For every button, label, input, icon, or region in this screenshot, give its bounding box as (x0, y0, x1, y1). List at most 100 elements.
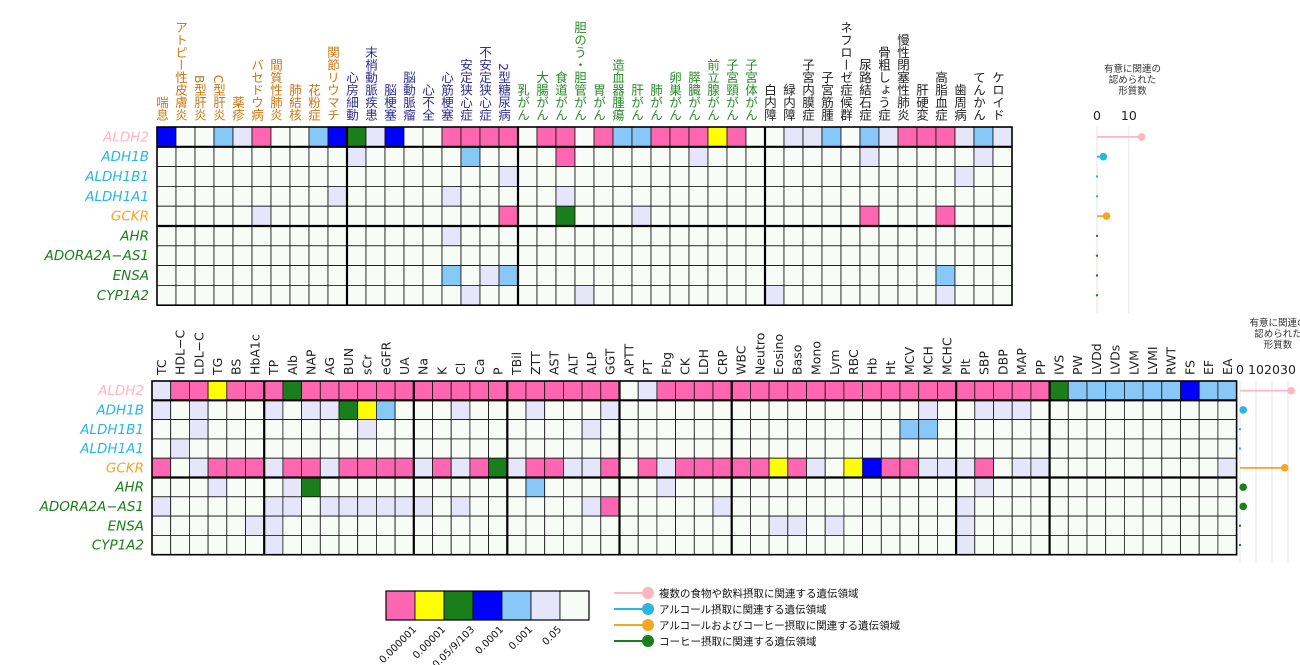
heatmap-cell (918, 535, 938, 556)
heatmap-cell (251, 146, 272, 168)
heatmap-cell (787, 535, 807, 556)
legend-group-label: アルコールおよびコーヒー摂取に関連する遺伝領域 (659, 619, 901, 632)
side-axis-title: 認められた (1254, 328, 1300, 340)
heatmap-cell (1198, 399, 1219, 420)
heatmap-cell (213, 225, 234, 247)
heatmap-cell (170, 399, 190, 420)
legend-group-label: アルコール摂取に関連する遺伝領域 (659, 603, 827, 616)
gene-label: ENSA (113, 268, 149, 284)
heatmap-cell (1030, 535, 1051, 556)
column-label: SBP (977, 350, 992, 375)
heatmap-cell (282, 496, 302, 517)
heatmap-cell (600, 380, 620, 401)
heatmap-cell (1086, 477, 1107, 498)
gene-label: GCKR (111, 209, 149, 225)
heatmap-cell (251, 245, 272, 267)
heatmap-cell (935, 126, 956, 148)
heatmap-cell (802, 146, 823, 168)
heatmap-cell (712, 399, 733, 420)
heatmap-border (156, 126, 1013, 306)
heatmap-cell (631, 225, 652, 247)
heatmap-cell (840, 245, 861, 267)
heatmap-cell (156, 146, 177, 168)
column-label: 造血器腫瘍 (610, 59, 625, 122)
heatmap-cell (207, 438, 228, 459)
heatmap-cell (175, 265, 196, 286)
heatmap-cell (1217, 399, 1238, 420)
heatmap-cell (581, 535, 602, 556)
heatmap-cell (270, 284, 291, 306)
heatmap-cell (1180, 438, 1200, 459)
heatmap-cell (612, 166, 633, 187)
heatmap-cell (460, 265, 481, 286)
heatmap-cell (460, 225, 481, 247)
column-label: PT (640, 359, 655, 375)
gene-label: ADH1B (100, 149, 149, 165)
heatmap-cell (802, 245, 823, 267)
heatmap-cell (525, 457, 546, 478)
heatmap-cell (955, 380, 976, 401)
heatmap-cell (156, 126, 177, 148)
heatmap-cell (188, 438, 209, 459)
heatmap-cell (207, 399, 228, 420)
heatmap-cell (712, 457, 733, 478)
heatmap-cell (1142, 515, 1163, 536)
heatmap-cell (1124, 535, 1144, 556)
heatmap-cell (1049, 419, 1069, 440)
heatmap-cell (479, 146, 500, 168)
heatmap-cell (897, 126, 918, 148)
heatmap-cell (450, 496, 471, 517)
heatmap-cell (213, 284, 234, 306)
heatmap-cell (1198, 515, 1219, 536)
heatmap-cell (194, 126, 215, 148)
heatmap-cell (581, 477, 602, 498)
heatmap-cell (175, 245, 196, 267)
heatmap-cell (745, 166, 766, 187)
heatmap-cell (384, 225, 405, 247)
heatmap-cell (156, 185, 177, 207)
gene-group-legend: 複数の食物や飲料摂取に関連する遺伝領域アルコール摂取に関連する遺伝領域アルコール… (614, 587, 901, 648)
heatmap-cell (517, 166, 538, 187)
heatmap-cell (194, 146, 215, 168)
heatmap-cell (992, 265, 1013, 286)
heatmap-cell (593, 205, 614, 227)
heatmap-cell (802, 185, 823, 207)
gene-label: ALDH1A1 (84, 189, 149, 205)
heatmap-cell (432, 535, 452, 556)
heatmap-cell (1198, 438, 1219, 459)
heatmap-cell (1086, 496, 1107, 517)
heatmap-cell (365, 225, 386, 247)
heatmap-cell (707, 205, 728, 227)
heatmap-cell (441, 225, 462, 247)
heatmap-cell (693, 477, 714, 498)
heatmap-cell (1011, 419, 1032, 440)
heatmap-cell (802, 126, 823, 148)
heatmap-cell (974, 496, 994, 517)
heatmap-cell (536, 284, 557, 306)
heatmap-cell (612, 185, 633, 207)
heatmap-cell (897, 284, 918, 306)
lollipop-point (1137, 133, 1146, 141)
heatmap-cell (327, 225, 348, 247)
heatmap-cell (432, 515, 452, 536)
heatmap-cell (1180, 419, 1200, 440)
heatmap-cell (384, 185, 405, 207)
heatmap-cell (506, 380, 527, 401)
heatmap-cell (460, 166, 481, 187)
heatmap-cell (935, 225, 956, 247)
heatmap-cell (469, 496, 489, 517)
heatmap-cell (319, 496, 340, 517)
heatmap-cell (301, 496, 321, 517)
legend-border (385, 590, 590, 621)
heatmap-cell (232, 146, 253, 168)
heatmap-cell (973, 225, 994, 247)
column-label: LVDs (1108, 345, 1123, 375)
heatmap-cell (327, 205, 348, 227)
heatmap-cell (469, 457, 489, 478)
heatmap-cell (973, 265, 994, 286)
heatmap-cell (319, 477, 340, 498)
heatmap-cell (581, 457, 602, 478)
heatmap-cell (498, 245, 519, 267)
heatmap-cell (955, 477, 976, 498)
column-label: ケロイド (990, 71, 1005, 121)
